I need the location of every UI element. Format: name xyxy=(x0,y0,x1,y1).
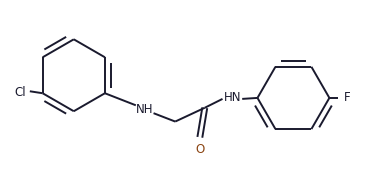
Text: Cl: Cl xyxy=(14,86,26,99)
Text: O: O xyxy=(195,143,204,156)
Text: NH: NH xyxy=(136,103,154,116)
Text: HN: HN xyxy=(223,91,241,104)
Text: F: F xyxy=(344,91,350,104)
